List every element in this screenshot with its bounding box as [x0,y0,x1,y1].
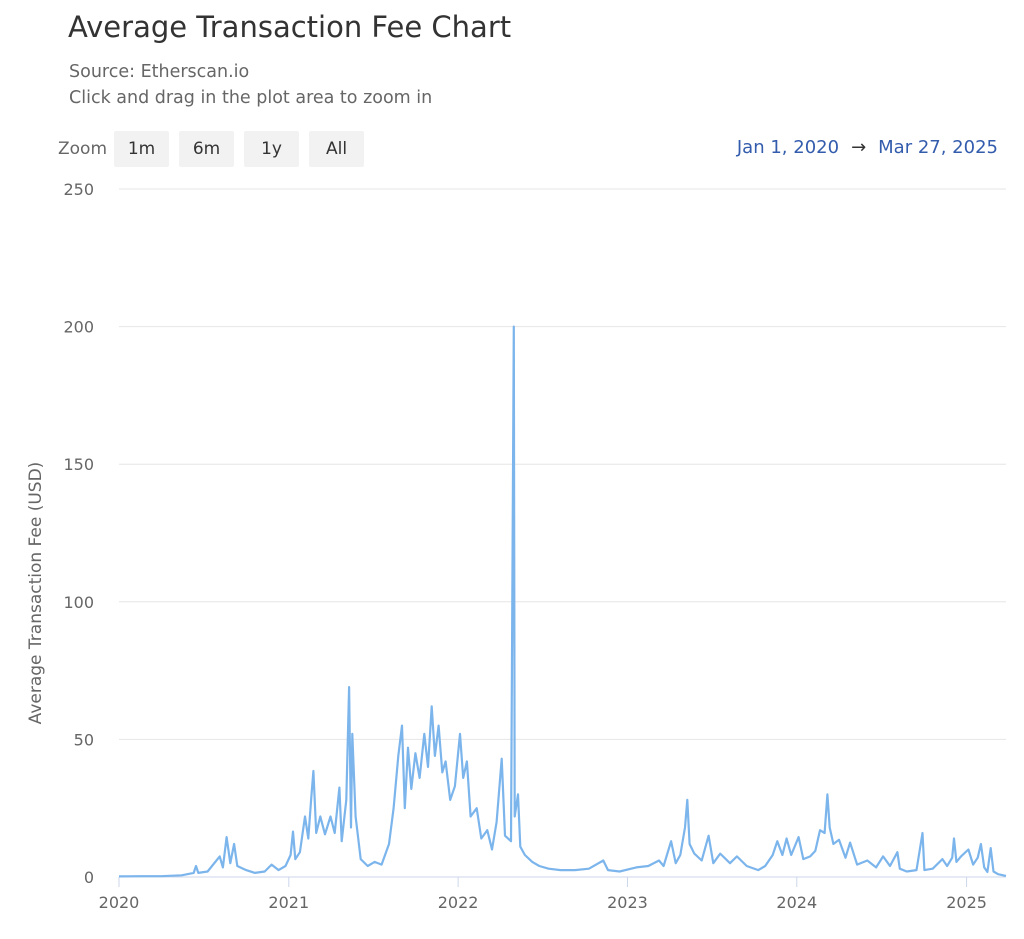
x-axis: 2020 2021 2022 2023 2024 2025 [99,876,1006,912]
zoom-label: Zoom [58,139,108,159]
zoom-6m-button[interactable]: 6m [179,131,235,167]
range-to[interactable]: Mar 27, 2025 [878,137,998,158]
y-tick-label: 0 [84,868,94,887]
x-tick-label: 2023 [607,893,648,912]
zoom-1m-button[interactable]: 1m [114,131,170,167]
x-tick-label: 2020 [99,893,140,912]
y-tick-label: 250 [63,180,94,199]
y-tick-label: 150 [63,455,94,474]
y-axis-label: Average Transaction Fee (USD) [26,462,46,725]
x-tick-label: 2022 [438,893,479,912]
chart-source: Source: Etherscan.io [69,62,250,82]
x-tick-label: 2025 [946,893,987,912]
zoom-1y-button[interactable]: 1y [244,131,300,167]
y-axis: 0 50 100 150 200 250 [63,180,94,887]
zoom-all-button[interactable]: All [309,131,365,167]
x-tick-label: 2021 [268,893,309,912]
date-range: Jan 1, 2020 → Mar 27, 2025 [737,137,998,158]
zoom-toolbar: Zoom 1m 6m 1y All [58,131,374,167]
range-arrow: → [851,137,867,158]
series-line[interactable] [118,325,1007,878]
chart-title: Average Transaction Fee Chart [68,10,512,44]
y-tick-label: 200 [63,318,94,337]
y-tick-label: 100 [63,593,94,612]
y-tick-label: 50 [74,730,94,749]
grid-lines [119,188,1006,740]
x-tick-label: 2024 [776,893,817,912]
zoom-hint: Click and drag in the plot area to zoom … [69,88,433,108]
range-from[interactable]: Jan 1, 2020 [736,137,840,158]
